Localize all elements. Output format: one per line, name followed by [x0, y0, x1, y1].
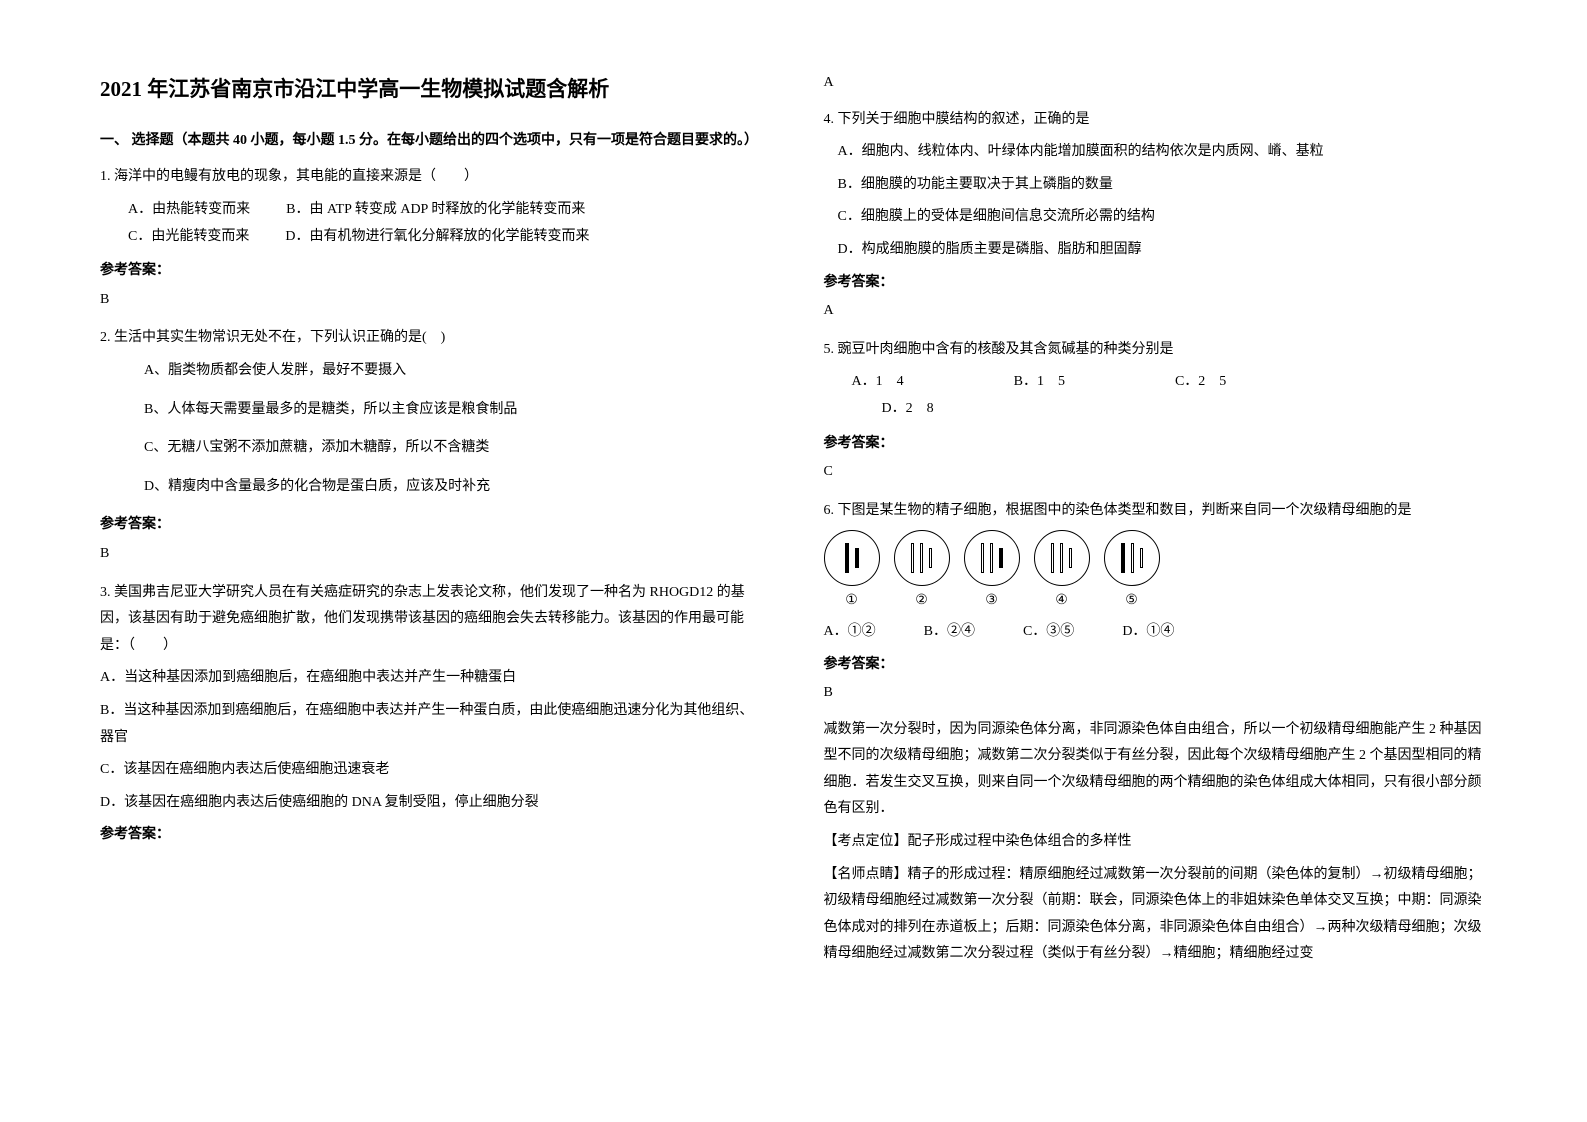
right-column: A 4. 下列关于细胞中膜结构的叙述，正确的是 A．细胞内、线粒体内、叶绿体内能… — [824, 70, 1488, 1082]
chromosome-icon — [1121, 543, 1125, 573]
q6-opt-b: B．②④ — [924, 619, 975, 646]
q5-opt-b: B．1 5 — [1014, 369, 1065, 396]
q4-stem: 4. 下列关于细胞中膜结构的叙述，正确的是 — [824, 107, 1488, 134]
q6-diagram — [824, 530, 1488, 586]
q3-opt-a: A．当这种基因添加到癌细胞后，在癌细胞中表达并产生一种糖蛋白 — [100, 665, 764, 692]
cell-4 — [1034, 530, 1090, 586]
chromosome-icon — [920, 543, 923, 573]
q5-answer-label: 参考答案： — [824, 431, 1488, 458]
q4-answer: A — [824, 298, 1488, 325]
q2-opt-a: A、脂类物质都会使人发胖，最好不要摄入 — [100, 358, 764, 385]
q6-answer: B — [824, 680, 1488, 707]
chromosome-icon — [999, 548, 1003, 568]
chromosome-icon — [990, 543, 993, 573]
q6-explanation-1: 减数第一次分裂时，因为同源染色体分离，非同源染色体自由组合，所以一个初级精母细胞… — [824, 717, 1488, 823]
cell-5 — [1104, 530, 1160, 586]
q4-answer-label: 参考答案： — [824, 270, 1488, 297]
q4-opt-b: B．细胞膜的功能主要取决于其上磷脂的数量 — [824, 172, 1488, 199]
q1-opt-d: D．由有机物进行氧化分解释放的化学能转变而来 — [285, 224, 589, 251]
cell-3 — [964, 530, 1020, 586]
q4-opt-d: D．构成细胞膜的脂质主要是磷脂、脂肪和胆固醇 — [824, 237, 1488, 264]
question-3: 3. 美国弗吉尼亚大学研究人员在有关癌症研究的杂志上发表论文称，他们发现了一种名… — [100, 580, 764, 849]
q1-opt-c: C．由光能转变而来 — [128, 224, 249, 251]
q6-stem: 6. 下图是某生物的精子细胞，根据图中的染色体类型和数目，判断来自同一个次级精母… — [824, 498, 1488, 525]
q6-options: A．①② B．②④ C．③⑤ D．①④ — [824, 619, 1488, 646]
question-5: 5. 豌豆叶肉细胞中含有的核酸及其含氮碱基的种类分别是 A．1 4 B．1 5 … — [824, 337, 1488, 486]
q6-opt-a: A．①② — [824, 619, 876, 646]
chromosome-icon — [1069, 548, 1072, 568]
q6-opt-d: D．①④ — [1122, 619, 1174, 646]
question-6: 6. 下图是某生物的精子细胞，根据图中的染色体类型和数目，判断来自同一个次级精母… — [824, 498, 1488, 968]
label-4: ④ — [1034, 588, 1090, 615]
q1-answer: B — [100, 287, 764, 314]
q3-answer-label: 参考答案： — [100, 822, 764, 849]
q1-stem: 1. 海洋中的电鳗有放电的现象，其电能的直接来源是（ ） — [100, 164, 764, 191]
q4-opt-c: C．细胞膜上的受体是细胞间信息交流所必需的结构 — [824, 204, 1488, 231]
q1-opt-a: A．由热能转变而来 — [128, 197, 250, 224]
chromosome-icon — [845, 543, 849, 573]
q5-stem: 5. 豌豆叶肉细胞中含有的核酸及其含氮碱基的种类分别是 — [824, 337, 1488, 364]
chromosome-icon — [1131, 543, 1134, 573]
q5-answer: C — [824, 459, 1488, 486]
q6-opt-c: C．③⑤ — [1023, 619, 1074, 646]
cell-1 — [824, 530, 880, 586]
chromosome-icon — [1060, 543, 1063, 573]
q6-cell-labels: ① ② ③ ④ ⑤ — [824, 588, 1488, 615]
q2-answer-label: 参考答案： — [100, 512, 764, 539]
q6-answer-label: 参考答案： — [824, 652, 1488, 679]
question-1: 1. 海洋中的电鳗有放电的现象，其电能的直接来源是（ ） A．由热能转变而来 B… — [100, 164, 764, 313]
cell-2 — [894, 530, 950, 586]
question-4: 4. 下列关于细胞中膜结构的叙述，正确的是 A．细胞内、线粒体内、叶绿体内能增加… — [824, 107, 1488, 325]
question-2: 2. 生活中其实生物常识无处不在，下列认识正确的是( ) A、脂类物质都会使人发… — [100, 325, 764, 567]
chromosome-icon — [911, 543, 914, 573]
q5-opt-c: C．2 5 — [1175, 369, 1226, 396]
q1-answer-label: 参考答案： — [100, 258, 764, 285]
q2-opt-c: C、无糖八宝粥不添加蔗糖，添加木糖醇，所以不含糖类 — [100, 435, 764, 462]
q2-stem: 2. 生活中其实生物常识无处不在，下列认识正确的是( ) — [100, 325, 764, 352]
label-3: ③ — [964, 588, 1020, 615]
q3-opt-d: D．该基因在癌细胞内表达后使癌细胞的 DNA 复制受阻，停止细胞分裂 — [100, 790, 764, 817]
q6-explanation-2: 【考点定位】配子形成过程中染色体组合的多样性 — [824, 829, 1488, 856]
label-5: ⑤ — [1104, 588, 1160, 615]
q1-options: A．由热能转变而来 B．由 ATP 转变成 ADP 时释放的化学能转变而来 C．… — [100, 197, 764, 250]
q3-opt-b: B．当这种基因添加到癌细胞后，在癌细胞中表达并产生一种蛋白质，由此使癌细胞迅速分… — [100, 698, 764, 751]
chromosome-icon — [1051, 543, 1054, 573]
q6-explanation-3: 【名师点睛】精子的形成过程：精原细胞经过减数第一次分裂前的间期（染色体的复制）→… — [824, 862, 1488, 968]
q2-opt-d: D、精瘦肉中含量最多的化合物是蛋白质，应该及时补充 — [100, 474, 764, 501]
chromosome-icon — [981, 543, 984, 573]
section-1-heading: 一、 选择题（本题共 40 小题，每小题 1.5 分。在每小题给出的四个选项中，… — [100, 128, 764, 155]
label-1: ① — [824, 588, 880, 615]
label-2: ② — [894, 588, 950, 615]
q4-opt-a: A．细胞内、线粒体内、叶绿体内能增加膜面积的结构依次是内质网、嵴、基粒 — [824, 139, 1488, 166]
q3-answer: A — [824, 70, 1488, 97]
chromosome-icon — [929, 548, 932, 568]
q3-opt-c: C．该基因在癌细胞内表达后使癌细胞迅速衰老 — [100, 757, 764, 784]
q5-opt-a: A．1 4 — [852, 369, 904, 396]
left-column: 2021 年江苏省南京市沿江中学高一生物模拟试题含解析 一、 选择题（本题共 4… — [100, 70, 764, 1082]
q1-opt-b: B．由 ATP 转变成 ADP 时释放的化学能转变而来 — [286, 197, 585, 224]
q2-answer: B — [100, 541, 764, 568]
q2-opt-b: B、人体每天需要量最多的是糖类，所以主食应该是粮食制品 — [100, 397, 764, 424]
q5-opt-d: D．2 8 — [852, 396, 1488, 423]
q3-stem: 3. 美国弗吉尼亚大学研究人员在有关癌症研究的杂志上发表论文称，他们发现了一种名… — [100, 580, 764, 660]
q5-options: A．1 4 B．1 5 C．2 5 D．2 8 — [824, 369, 1488, 422]
exam-title: 2021 年江苏省南京市沿江中学高一生物模拟试题含解析 — [100, 70, 764, 110]
chromosome-icon — [1140, 548, 1143, 568]
chromosome-icon — [855, 548, 859, 568]
